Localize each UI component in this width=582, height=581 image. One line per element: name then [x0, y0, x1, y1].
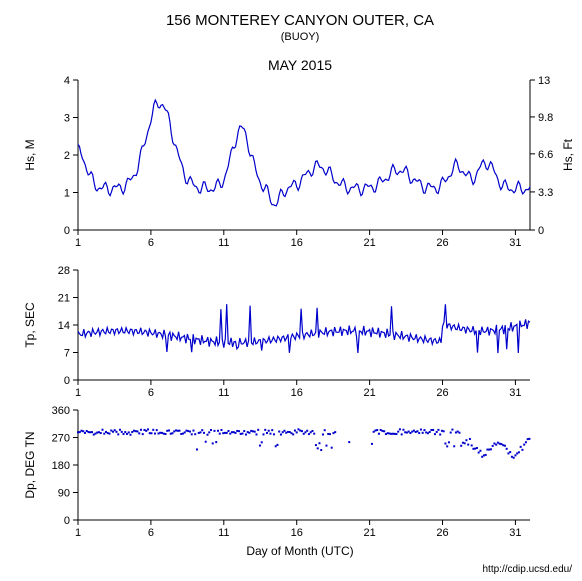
- svg-text:26: 26: [436, 387, 448, 399]
- svg-text:7: 7: [64, 348, 70, 360]
- svg-text:180: 180: [52, 460, 70, 472]
- svg-text:31: 31: [509, 527, 521, 539]
- series-tp: [78, 304, 530, 353]
- panel-dp: 090180270360161116212631Dp, DEG TN: [23, 405, 530, 539]
- buoy-chart: 156 MONTEREY CANYON OUTER, CA (BUOY) MAY…: [0, 0, 582, 581]
- svg-text:21: 21: [363, 527, 375, 539]
- svg-text:14: 14: [58, 320, 70, 332]
- y-axis-label-hs: Hs, M: [23, 139, 37, 170]
- y-axis-label-dp: Dp, DEG TN: [23, 431, 37, 498]
- series-hs: [78, 100, 530, 206]
- svg-text:16: 16: [291, 387, 303, 399]
- svg-text:21: 21: [363, 237, 375, 249]
- footer-credit: http://cdip.ucsd.edu/: [482, 564, 572, 575]
- svg-text:13: 13: [538, 75, 550, 87]
- svg-text:31: 31: [509, 237, 521, 249]
- svg-text:11: 11: [218, 237, 229, 249]
- panel-tp: 07142128161116212631Tp, SEC: [23, 265, 530, 399]
- svg-text:0: 0: [538, 225, 544, 237]
- svg-text:16: 16: [291, 527, 303, 539]
- svg-text:26: 26: [436, 237, 448, 249]
- svg-text:31: 31: [509, 387, 521, 399]
- svg-text:11: 11: [218, 387, 229, 399]
- svg-text:1: 1: [64, 188, 70, 200]
- svg-text:21: 21: [363, 387, 375, 399]
- svg-text:4: 4: [64, 75, 70, 87]
- y-axis-right-label: Hs, Ft: [561, 138, 575, 171]
- svg-text:3.3: 3.3: [538, 187, 553, 199]
- chart-subtitle: (BUOY): [281, 31, 320, 43]
- svg-text:1: 1: [75, 527, 81, 539]
- svg-text:6.6: 6.6: [538, 149, 553, 161]
- svg-text:11: 11: [218, 527, 229, 539]
- svg-text:0: 0: [64, 375, 70, 387]
- x-axis-label: Day of Month (UTC): [246, 544, 353, 558]
- svg-text:6: 6: [148, 527, 154, 539]
- svg-text:0: 0: [64, 225, 70, 237]
- y-axis-label-tp: Tp, SEC: [23, 302, 37, 348]
- chart-title: 156 MONTEREY CANYON OUTER, CA: [166, 12, 434, 29]
- svg-text:0: 0: [64, 515, 70, 527]
- svg-text:1: 1: [75, 237, 81, 249]
- svg-text:26: 26: [436, 527, 448, 539]
- svg-text:21: 21: [58, 293, 70, 305]
- svg-text:9.8: 9.8: [538, 112, 553, 124]
- chart-month: MAY 2015: [268, 57, 332, 73]
- svg-text:360: 360: [52, 405, 70, 417]
- svg-text:28: 28: [58, 265, 70, 277]
- svg-text:270: 270: [52, 433, 70, 445]
- svg-text:3: 3: [64, 113, 70, 125]
- svg-text:1: 1: [75, 387, 81, 399]
- svg-text:6: 6: [148, 237, 154, 249]
- svg-text:16: 16: [291, 237, 303, 249]
- svg-text:2: 2: [64, 150, 70, 162]
- panel-hs: 0123403.36.69.813Hs, Ft161116212631Hs, M: [23, 75, 575, 249]
- svg-text:6: 6: [148, 387, 154, 399]
- svg-text:90: 90: [58, 488, 70, 500]
